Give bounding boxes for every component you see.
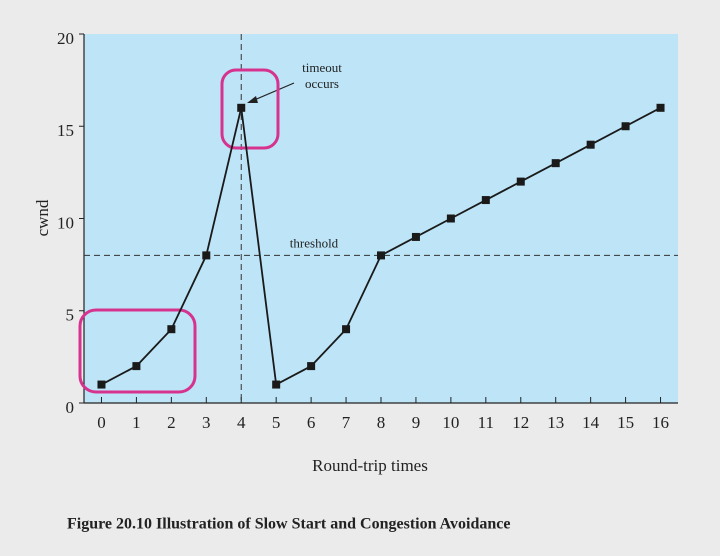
y-tick-label: 10 bbox=[57, 213, 74, 232]
point bbox=[97, 380, 106, 389]
point bbox=[132, 362, 141, 371]
caption: Figure 20.10 Illustration of Slow Start … bbox=[67, 516, 510, 533]
point bbox=[342, 325, 351, 334]
x-tick-label: 10 bbox=[442, 413, 459, 432]
y-tick-label: 5 bbox=[66, 306, 75, 325]
x-tick-label: 2 bbox=[167, 413, 176, 432]
highlight bbox=[78, 308, 197, 394]
point bbox=[377, 251, 385, 260]
point bbox=[237, 103, 246, 112]
x-tick-label: 16 bbox=[652, 413, 669, 432]
point bbox=[307, 362, 316, 371]
y-tick-label: 20 bbox=[57, 29, 74, 48]
x-tick-label: 6 bbox=[307, 413, 316, 432]
y-tick-label: 0 bbox=[66, 398, 75, 417]
x-axis-label: Round-trip times bbox=[312, 456, 428, 475]
plot-area bbox=[84, 34, 678, 403]
point bbox=[481, 196, 490, 205]
point bbox=[446, 214, 455, 223]
x-tick-label: 3 bbox=[202, 413, 211, 432]
x-tick-label: 13 bbox=[547, 413, 564, 432]
x-tick-label: 8 bbox=[377, 413, 386, 432]
x-tick-label: 1 bbox=[132, 413, 141, 432]
point bbox=[621, 122, 630, 131]
y-axis-label: cwnd bbox=[33, 199, 52, 236]
highlight bbox=[220, 68, 280, 150]
x-tick-label: 0 bbox=[97, 413, 106, 432]
x-tick-label: 11 bbox=[478, 413, 494, 432]
x-tick-label: 15 bbox=[617, 413, 634, 432]
x-tick-label: 14 bbox=[582, 413, 600, 432]
y-tick-label: 15 bbox=[57, 121, 74, 140]
point bbox=[272, 380, 281, 389]
point bbox=[411, 232, 420, 241]
arrow bbox=[251, 82, 295, 102]
point bbox=[167, 325, 176, 334]
point bbox=[551, 159, 560, 168]
x-tick-label: 4 bbox=[237, 413, 246, 432]
x-tick-label: 9 bbox=[412, 413, 421, 432]
threshold-label: threshold bbox=[290, 235, 339, 250]
point bbox=[516, 177, 525, 186]
timeout-label: occurs bbox=[305, 76, 339, 91]
point bbox=[656, 103, 665, 112]
arrow-head bbox=[247, 96, 258, 103]
x-tick-label: 7 bbox=[342, 413, 351, 432]
x-tick-label: 12 bbox=[512, 413, 529, 432]
timeout-label: timeout bbox=[302, 60, 342, 75]
point bbox=[202, 251, 211, 260]
point bbox=[586, 140, 595, 149]
x-tick-label: 5 bbox=[272, 413, 281, 432]
